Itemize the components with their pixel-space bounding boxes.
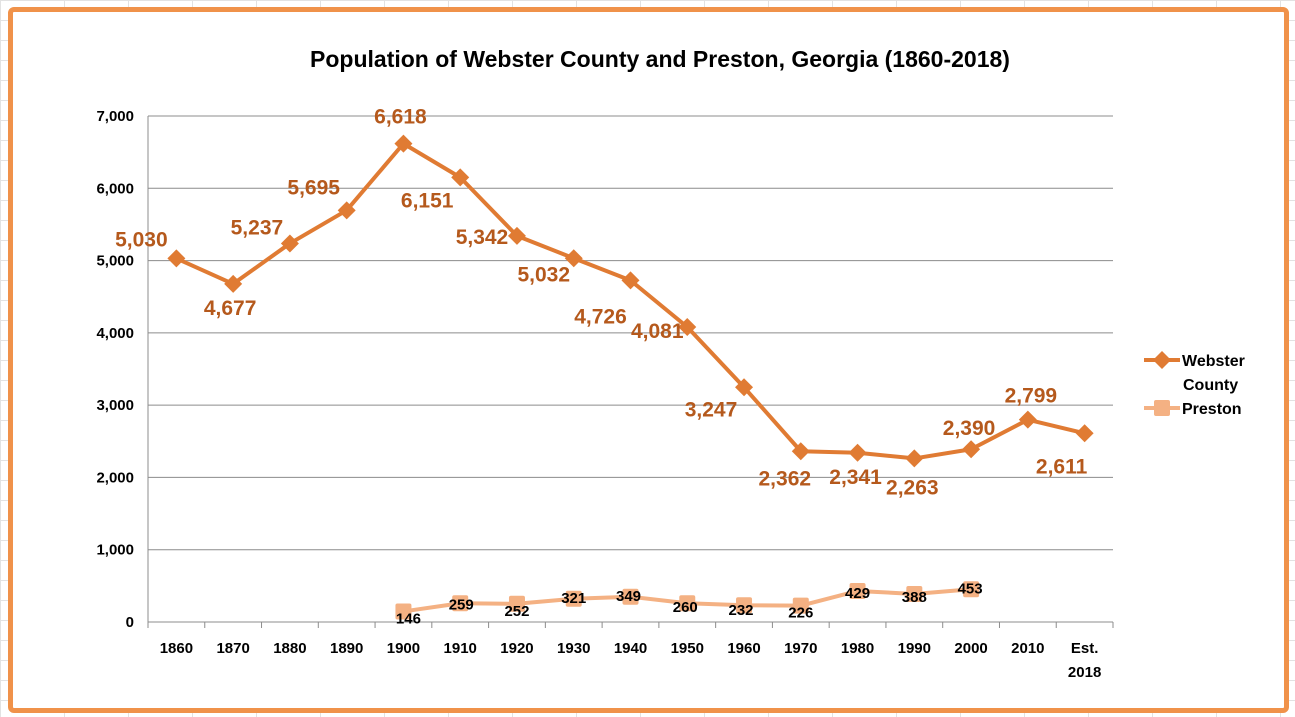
- data-point: [906, 585, 923, 602]
- x-tick-label: 1920: [500, 640, 533, 657]
- data-point: [621, 271, 640, 290]
- y-tick-label: 3,000: [96, 397, 134, 414]
- data-label: 5,030: [115, 228, 168, 251]
- data-point: [791, 442, 810, 461]
- data-label: 232: [729, 602, 754, 619]
- x-tick-label: 1870: [216, 640, 249, 657]
- data-point: [962, 440, 981, 459]
- x-tick-label: Est. 2018: [1068, 640, 1101, 681]
- x-tick-label: 1940: [614, 640, 647, 657]
- x-tick-label: 1930: [557, 640, 590, 657]
- data-point: [736, 597, 753, 614]
- data-label: 5,032: [517, 263, 570, 286]
- data-label: 6,618: [374, 106, 427, 129]
- x-tick-label: 1960: [727, 640, 760, 657]
- data-point: [963, 581, 980, 598]
- legend-label: Preston: [1182, 401, 1242, 418]
- y-tick-label: 2,000: [96, 469, 134, 486]
- data-label: 2,341: [829, 466, 882, 489]
- data-point: [848, 443, 867, 462]
- data-point: [735, 378, 754, 397]
- data-label: 2,611: [1036, 455, 1088, 478]
- y-tick-label: 5,000: [96, 253, 134, 270]
- data-label: 349: [616, 588, 641, 605]
- data-point: [280, 234, 299, 253]
- x-tick-label: 1890: [330, 640, 363, 657]
- legend-marker-square: [1154, 400, 1170, 416]
- data-label: 2,263: [886, 476, 939, 499]
- data-label: 252: [504, 603, 529, 620]
- data-point: [395, 603, 412, 620]
- x-tick-label: 1980: [841, 640, 874, 657]
- data-label: 6,151: [401, 189, 454, 212]
- data-point: [678, 318, 697, 337]
- data-point: [905, 449, 924, 468]
- y-tick-label: 6,000: [96, 180, 134, 197]
- data-label: 2,390: [943, 417, 996, 440]
- x-tick-label: 1910: [444, 640, 477, 657]
- x-tick-label: 1990: [898, 640, 931, 657]
- data-point: [1018, 410, 1037, 429]
- data-label: 2,362: [759, 467, 812, 490]
- chart-title: Population of Webster County and Preston…: [310, 46, 1010, 72]
- data-point: [507, 226, 526, 245]
- data-point: [508, 595, 525, 612]
- data-label: 259: [449, 596, 474, 613]
- data-label: 260: [673, 599, 698, 616]
- x-tick-label: 1970: [784, 640, 817, 657]
- series-layer: 146 259 252 321 349 260 232 226 429 388 453 5,030 4,…: [115, 106, 1094, 627]
- data-point: [849, 582, 866, 599]
- y-tick-label: 0: [126, 614, 134, 631]
- data-label: 429: [845, 585, 870, 602]
- data-point: [565, 590, 582, 607]
- data-label: 453: [958, 580, 983, 597]
- gridlines: [148, 115, 1113, 623]
- data-point: [622, 588, 639, 605]
- x-tick-label: 1880: [273, 640, 306, 657]
- y-axis: 0 1,000 2,000 3,000 4,000 5,000 6,000 7,000: [96, 108, 149, 631]
- data-label: 3,247: [685, 398, 738, 421]
- data-point: [792, 597, 809, 614]
- x-axis: 1860 1870 1880 1890 1900 1910 1920 1930 1940 1950…: [147, 622, 1114, 681]
- x-tick-label: 1860: [160, 640, 193, 657]
- data-label: 226: [788, 605, 813, 622]
- data-point: [452, 595, 469, 612]
- data-label: 146: [396, 610, 421, 627]
- x-tick-label: 2000: [954, 640, 987, 657]
- legend-marker-diamond: [1153, 351, 1171, 369]
- data-label: 4,081: [631, 320, 684, 343]
- data-point: [679, 595, 696, 612]
- data-label: 4,726: [574, 305, 627, 328]
- data-label: 5,237: [231, 216, 284, 239]
- x-tick-label: 1900: [387, 640, 420, 657]
- data-label: 321: [561, 590, 586, 607]
- data-point: [564, 249, 583, 268]
- y-tick-label: 4,000: [96, 325, 134, 342]
- chart-frame: [8, 7, 1289, 713]
- x-tick-label: 2010: [1011, 640, 1044, 657]
- data-label: 388: [902, 589, 927, 606]
- data-label: 2,799: [1005, 385, 1058, 408]
- legend: Webster County Preston: [1144, 351, 1245, 418]
- data-label: 5,342: [456, 226, 509, 249]
- data-label: 5,695: [287, 176, 340, 199]
- legend-label: Webster County: [1182, 353, 1245, 394]
- data-point: [224, 274, 243, 293]
- y-tick-label: 1,000: [96, 542, 134, 559]
- y-tick-label: 7,000: [96, 108, 134, 125]
- x-tick-label: 1950: [671, 640, 704, 657]
- data-point: [337, 201, 356, 220]
- series-preston: 146 259 252 321 349 260 232 226 429 388 453: [395, 580, 983, 627]
- data-point: [394, 134, 413, 153]
- data-point: [451, 168, 470, 187]
- data-point: [167, 249, 186, 268]
- data-point: [1075, 424, 1094, 443]
- data-label: 4,677: [204, 297, 257, 320]
